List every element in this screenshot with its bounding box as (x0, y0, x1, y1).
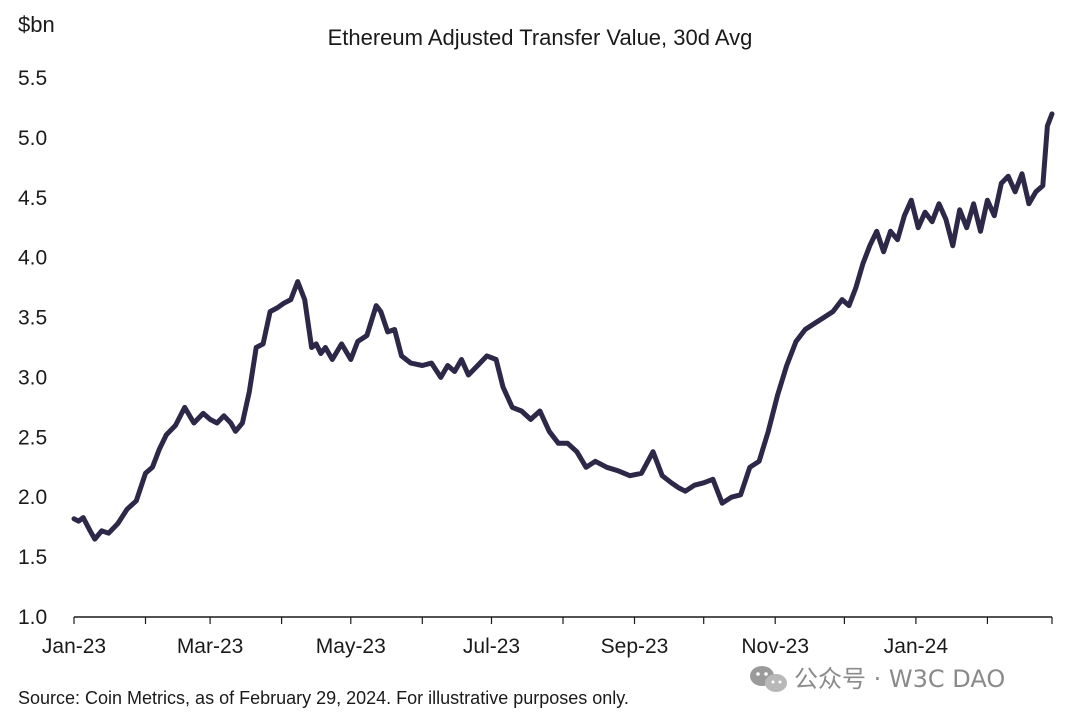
y-tick-label: 2.0 (18, 486, 47, 509)
x-tick-label: May-23 (316, 635, 386, 658)
x-tick-label: Jul-23 (463, 635, 520, 658)
x-tick-label: Sep-23 (601, 635, 669, 658)
x-tick-label: Mar-23 (177, 635, 244, 658)
x-tick-label: Jan-24 (884, 635, 949, 658)
x-tick-label: Jan-23 (42, 635, 106, 658)
wechat-icon (750, 666, 787, 692)
y-axis-ticks: 1.0 1.5 2.0 2.5 3.0 3.5 4.0 4.5 5.0 5.5 (18, 67, 47, 629)
y-tick-label: 2.5 (18, 426, 47, 449)
y-tick-label: 5.0 (18, 127, 47, 150)
y-tick-label: 1.5 (18, 546, 47, 569)
y-tick-label: 4.5 (18, 187, 47, 210)
x-tick-label: Nov-23 (741, 635, 809, 658)
y-tick-label: 5.5 (18, 67, 47, 90)
x-axis-ticks: Jan-23 Mar-23 May-23 Jul-23 Sep-23 Nov-23 Jan-… (42, 617, 1053, 658)
watermark: 公众号 · W3C DAO (750, 665, 1005, 693)
chart-title: Ethereum Adjusted Transfer Value, 30d Av… (328, 25, 753, 50)
watermark-text: 公众号 · W3C DAO (794, 665, 1005, 693)
y-tick-label: 1.0 (18, 606, 47, 629)
y-tick-label: 3.0 (18, 366, 47, 389)
y-tick-label: 3.5 (18, 307, 47, 330)
y-axis-unit-label: $bn (18, 12, 55, 37)
series-line-transfer-value (71, 111, 1055, 542)
y-tick-label: 4.0 (18, 247, 47, 270)
source-note: Source: Coin Metrics, as of February 29,… (18, 688, 629, 708)
